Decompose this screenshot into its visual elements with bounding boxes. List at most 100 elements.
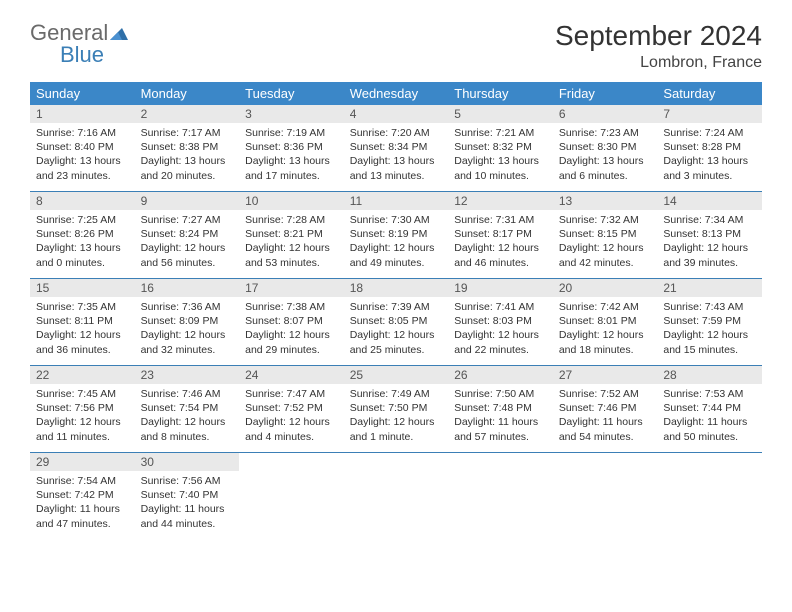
daylight-line-1: Daylight: 13 hours <box>350 154 443 168</box>
calendar-day-cell: 26Sunrise: 7:50 AMSunset: 7:48 PMDayligh… <box>448 366 553 453</box>
sunset-line: Sunset: 8:17 PM <box>454 227 547 241</box>
logo-triangle-icon <box>110 20 128 46</box>
calendar-day-cell: 10Sunrise: 7:28 AMSunset: 8:21 PMDayligh… <box>239 192 344 279</box>
sunrise-line: Sunrise: 7:21 AM <box>454 126 547 140</box>
sunrise-line: Sunrise: 7:52 AM <box>559 387 652 401</box>
calendar-day-cell: 27Sunrise: 7:52 AMSunset: 7:46 PMDayligh… <box>553 366 658 453</box>
day-content: Sunrise: 7:32 AMSunset: 8:15 PMDaylight:… <box>553 210 658 274</box>
daylight-line-1: Daylight: 12 hours <box>36 415 129 429</box>
day-number: 25 <box>344 366 449 384</box>
sunrise-line: Sunrise: 7:30 AM <box>350 213 443 227</box>
calendar-day-cell: 28Sunrise: 7:53 AMSunset: 7:44 PMDayligh… <box>657 366 762 453</box>
calendar-week-row: 22Sunrise: 7:45 AMSunset: 7:56 PMDayligh… <box>30 366 762 453</box>
calendar-week-row: 29Sunrise: 7:54 AMSunset: 7:42 PMDayligh… <box>30 453 762 540</box>
daylight-line-1: Daylight: 12 hours <box>663 241 756 255</box>
day-content: Sunrise: 7:16 AMSunset: 8:40 PMDaylight:… <box>30 123 135 187</box>
sunrise-line: Sunrise: 7:25 AM <box>36 213 129 227</box>
logo-text-part2: Blue <box>60 42 104 67</box>
day-number: 1 <box>30 105 135 123</box>
sunset-line: Sunset: 8:24 PM <box>141 227 234 241</box>
day-number: 12 <box>448 192 553 210</box>
sunset-line: Sunset: 7:50 PM <box>350 401 443 415</box>
calendar-day-cell: 17Sunrise: 7:38 AMSunset: 8:07 PMDayligh… <box>239 279 344 366</box>
day-content: Sunrise: 7:28 AMSunset: 8:21 PMDaylight:… <box>239 210 344 274</box>
calendar-day-cell: 13Sunrise: 7:32 AMSunset: 8:15 PMDayligh… <box>553 192 658 279</box>
calendar-day-cell: 21Sunrise: 7:43 AMSunset: 7:59 PMDayligh… <box>657 279 762 366</box>
sunrise-line: Sunrise: 7:53 AM <box>663 387 756 401</box>
calendar-day-cell: 30Sunrise: 7:56 AMSunset: 7:40 PMDayligh… <box>135 453 240 540</box>
sunrise-line: Sunrise: 7:45 AM <box>36 387 129 401</box>
daylight-line-2: and 56 minutes. <box>141 256 234 270</box>
day-content: Sunrise: 7:50 AMSunset: 7:48 PMDaylight:… <box>448 384 553 448</box>
sunset-line: Sunset: 7:56 PM <box>36 401 129 415</box>
daylight-line-1: Daylight: 12 hours <box>141 415 234 429</box>
daylight-line-2: and 42 minutes. <box>559 256 652 270</box>
daylight-line-2: and 23 minutes. <box>36 169 129 183</box>
day-number: 13 <box>553 192 658 210</box>
sunset-line: Sunset: 7:48 PM <box>454 401 547 415</box>
sunrise-line: Sunrise: 7:24 AM <box>663 126 756 140</box>
day-number: 3 <box>239 105 344 123</box>
header-row: General September 2024 Lombron, France <box>30 20 762 72</box>
daylight-line-1: Daylight: 13 hours <box>141 154 234 168</box>
sunrise-line: Sunrise: 7:35 AM <box>36 300 129 314</box>
day-content: Sunrise: 7:53 AMSunset: 7:44 PMDaylight:… <box>657 384 762 448</box>
daylight-line-1: Daylight: 13 hours <box>245 154 338 168</box>
day-content: Sunrise: 7:31 AMSunset: 8:17 PMDaylight:… <box>448 210 553 274</box>
daylight-line-2: and 8 minutes. <box>141 430 234 444</box>
sunset-line: Sunset: 8:09 PM <box>141 314 234 328</box>
calendar-week-row: 8Sunrise: 7:25 AMSunset: 8:26 PMDaylight… <box>30 192 762 279</box>
daylight-line-2: and 49 minutes. <box>350 256 443 270</box>
sunset-line: Sunset: 8:13 PM <box>663 227 756 241</box>
logo-part2-wrap: Blue <box>60 42 104 68</box>
sunrise-line: Sunrise: 7:41 AM <box>454 300 547 314</box>
daylight-line-1: Daylight: 12 hours <box>454 328 547 342</box>
day-content: Sunrise: 7:39 AMSunset: 8:05 PMDaylight:… <box>344 297 449 361</box>
day-number: 7 <box>657 105 762 123</box>
day-number: 20 <box>553 279 658 297</box>
daylight-line-2: and 4 minutes. <box>245 430 338 444</box>
sunrise-line: Sunrise: 7:56 AM <box>141 474 234 488</box>
daylight-line-2: and 50 minutes. <box>663 430 756 444</box>
day-content: Sunrise: 7:30 AMSunset: 8:19 PMDaylight:… <box>344 210 449 274</box>
calendar-day-cell: 1Sunrise: 7:16 AMSunset: 8:40 PMDaylight… <box>30 105 135 192</box>
sunset-line: Sunset: 8:01 PM <box>559 314 652 328</box>
calendar-day-cell: 12Sunrise: 7:31 AMSunset: 8:17 PMDayligh… <box>448 192 553 279</box>
sunset-line: Sunset: 8:03 PM <box>454 314 547 328</box>
day-content: Sunrise: 7:34 AMSunset: 8:13 PMDaylight:… <box>657 210 762 274</box>
weekday-header: Friday <box>553 82 658 105</box>
daylight-line-1: Daylight: 11 hours <box>559 415 652 429</box>
sunrise-line: Sunrise: 7:28 AM <box>245 213 338 227</box>
day-number: 15 <box>30 279 135 297</box>
sunrise-line: Sunrise: 7:54 AM <box>36 474 129 488</box>
day-number: 23 <box>135 366 240 384</box>
sunset-line: Sunset: 8:15 PM <box>559 227 652 241</box>
calendar-body: 1Sunrise: 7:16 AMSunset: 8:40 PMDaylight… <box>30 105 762 539</box>
daylight-line-1: Daylight: 12 hours <box>36 328 129 342</box>
day-number: 2 <box>135 105 240 123</box>
location-label: Lombron, France <box>555 54 762 72</box>
daylight-line-1: Daylight: 12 hours <box>559 241 652 255</box>
sunrise-line: Sunrise: 7:46 AM <box>141 387 234 401</box>
sunrise-line: Sunrise: 7:31 AM <box>454 213 547 227</box>
daylight-line-2: and 17 minutes. <box>245 169 338 183</box>
daylight-line-1: Daylight: 12 hours <box>245 241 338 255</box>
sunset-line: Sunset: 7:40 PM <box>141 488 234 502</box>
sunset-line: Sunset: 8:19 PM <box>350 227 443 241</box>
weekday-header: Thursday <box>448 82 553 105</box>
daylight-line-1: Daylight: 12 hours <box>350 415 443 429</box>
calendar-week-row: 1Sunrise: 7:16 AMSunset: 8:40 PMDaylight… <box>30 105 762 192</box>
day-content: Sunrise: 7:25 AMSunset: 8:26 PMDaylight:… <box>30 210 135 274</box>
day-content: Sunrise: 7:41 AMSunset: 8:03 PMDaylight:… <box>448 297 553 361</box>
daylight-line-2: and 53 minutes. <box>245 256 338 270</box>
day-content: Sunrise: 7:17 AMSunset: 8:38 PMDaylight:… <box>135 123 240 187</box>
daylight-line-2: and 44 minutes. <box>141 517 234 531</box>
sunset-line: Sunset: 8:26 PM <box>36 227 129 241</box>
daylight-line-1: Daylight: 12 hours <box>350 328 443 342</box>
calendar-day-cell: 23Sunrise: 7:46 AMSunset: 7:54 PMDayligh… <box>135 366 240 453</box>
calendar-empty-cell <box>448 453 553 540</box>
day-number: 18 <box>344 279 449 297</box>
calendar-head: SundayMondayTuesdayWednesdayThursdayFrid… <box>30 82 762 105</box>
weekday-header: Monday <box>135 82 240 105</box>
sunrise-line: Sunrise: 7:34 AM <box>663 213 756 227</box>
